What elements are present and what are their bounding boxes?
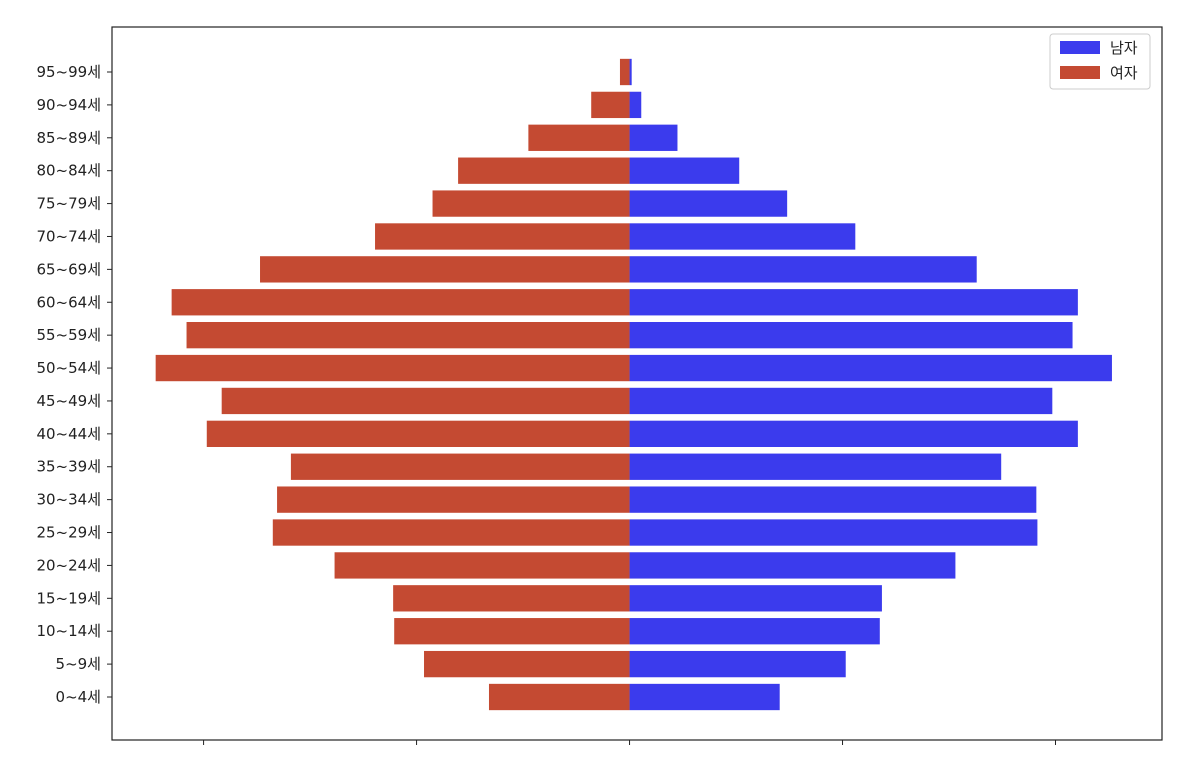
bar-male-13	[629, 256, 977, 283]
y-tick-label-18: 90~94세	[36, 96, 101, 114]
bar-female-2	[394, 618, 630, 645]
bar-female-12	[171, 289, 630, 316]
y-tick-label-6: 30~34세	[36, 491, 101, 509]
bar-female-14	[375, 223, 630, 250]
bars-group	[155, 58, 1112, 711]
bar-male-12	[629, 289, 1078, 316]
bar-female-16	[458, 157, 630, 184]
bar-male-18	[629, 91, 642, 119]
bar-female-15	[432, 190, 630, 217]
y-tick-label-5: 25~29세	[36, 524, 101, 542]
bar-female-9	[221, 387, 630, 415]
y-tick-label-2: 10~14세	[36, 622, 101, 640]
bar-female-11	[186, 322, 630, 349]
y-tick-label-0: 0~4세	[56, 688, 101, 706]
bar-female-7	[290, 453, 630, 480]
plot-frame	[111, 26, 1163, 741]
y-tick-label-10: 50~54세	[36, 359, 101, 377]
bar-male-2	[629, 618, 880, 645]
bar-male-5	[629, 519, 1038, 546]
bar-male-11	[629, 322, 1073, 349]
bar-male-14	[629, 223, 856, 250]
bar-male-0	[629, 683, 780, 711]
bar-male-4	[629, 552, 956, 579]
y-tick-label-1: 5~9세	[56, 655, 101, 673]
y-tick-label-7: 35~39세	[36, 458, 101, 476]
bar-female-19	[619, 58, 630, 86]
bar-male-19	[629, 58, 632, 86]
bar-female-8	[206, 420, 630, 447]
x-axis-ticks	[203, 740, 1057, 745]
bar-male-15	[629, 190, 788, 217]
legend-label-female: 여자	[1110, 64, 1138, 82]
bar-male-16	[629, 157, 740, 184]
y-tick-label-19: 95~99세	[36, 63, 101, 81]
y-tick-label-17: 85~89세	[36, 129, 101, 147]
bar-male-10	[629, 354, 1112, 382]
y-tick-label-9: 45~49세	[36, 392, 101, 410]
legend-swatch-male	[1060, 41, 1100, 54]
bar-male-6	[629, 486, 1037, 513]
bar-female-18	[591, 91, 630, 119]
bar-female-10	[155, 354, 630, 382]
bar-male-17	[629, 124, 678, 151]
y-tick-label-16: 80~84세	[36, 162, 101, 180]
bar-male-3	[629, 585, 882, 612]
y-tick-label-13: 65~69세	[36, 260, 101, 278]
y-tick-label-12: 60~64세	[36, 293, 101, 311]
y-tick-label-14: 70~74세	[36, 227, 101, 245]
bar-female-1	[424, 650, 630, 678]
bar-female-0	[488, 683, 630, 711]
bar-female-13	[260, 256, 630, 283]
bar-female-3	[393, 585, 630, 612]
bar-female-17	[528, 124, 630, 151]
bar-female-4	[334, 552, 630, 579]
bar-male-8	[629, 420, 1078, 447]
bar-male-7	[629, 453, 1002, 480]
bar-female-5	[272, 519, 630, 546]
y-axis-ticks: 0~4세 5~9세 10~14세 15~19세 20~24세 25~29세 30~34세 35…	[36, 63, 112, 706]
bar-male-9	[629, 387, 1053, 415]
legend-label-male: 남자	[1110, 39, 1138, 57]
bar-male-1	[629, 650, 846, 678]
y-tick-label-3: 15~19세	[36, 589, 101, 607]
y-tick-label-11: 55~59세	[36, 326, 101, 344]
legend: 남자 여자	[1049, 33, 1151, 90]
legend-swatch-female	[1060, 66, 1100, 79]
bar-female-6	[277, 486, 630, 513]
y-tick-label-4: 20~24세	[36, 556, 101, 574]
y-tick-label-8: 40~44세	[36, 425, 101, 443]
y-tick-label-15: 75~79세	[36, 195, 101, 213]
